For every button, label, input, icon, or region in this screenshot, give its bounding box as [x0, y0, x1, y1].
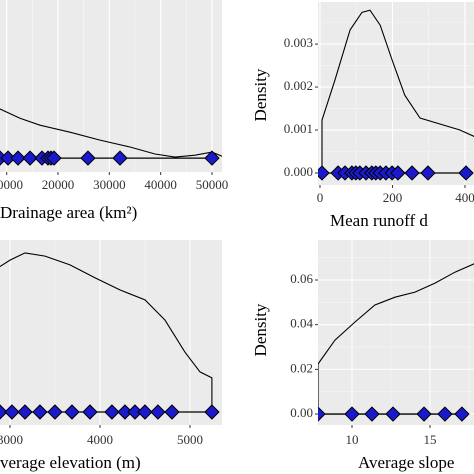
y-tick-label: 0.02 — [290, 360, 313, 375]
plot-area — [0, 240, 220, 425]
y-tick-label: 0.000 — [284, 164, 313, 179]
rug-point — [104, 404, 120, 420]
rug-point — [364, 406, 380, 422]
x-axis-label: Average slope — [358, 453, 454, 472]
x-tick-label: 40000 — [144, 177, 177, 192]
rug-point — [47, 404, 63, 420]
panel: 10000 20000 30000 40000 50000 Drainage area (… — [0, 0, 229, 222]
x-axis-label: verage elevation (m) — [0, 453, 141, 472]
rug-point — [437, 406, 453, 422]
plot-area — [318, 240, 474, 425]
rug-point — [22, 150, 38, 166]
x-tick-label: 10000 — [0, 177, 23, 192]
density-curve — [318, 263, 474, 415]
rug-point — [0, 404, 8, 420]
rug-point — [4, 404, 20, 420]
rug-point — [204, 404, 220, 420]
rug-point — [112, 150, 128, 166]
panel: 0.00 0.02 0.04 0.06 10 15 Average slope Density — [251, 240, 474, 472]
plot-background — [0, 0, 222, 172]
rug-point — [458, 165, 474, 181]
rug-point — [416, 406, 432, 422]
plot-area — [318, 2, 474, 185]
rug-point — [344, 406, 360, 422]
x-tick-label: 0 — [317, 190, 324, 205]
rug-point — [385, 406, 401, 422]
rug-point — [10, 150, 26, 166]
rug-point — [164, 404, 180, 420]
x-tick-label: 200 — [383, 190, 403, 205]
density-curve — [0, 252, 213, 412]
x-tick-label: 400 — [455, 190, 474, 205]
y-tick-label: 0.002 — [284, 78, 313, 93]
x-tick-label: 30000 — [93, 177, 126, 192]
x-tick-label: 10 — [345, 432, 358, 447]
rug-point — [454, 406, 470, 422]
plot-background — [318, 2, 474, 185]
y-tick-label: 0.003 — [284, 35, 313, 50]
rug-point — [64, 404, 80, 420]
panel: 0.000 0.001 0.002 0.003 0 200 400 Mean runoff d… — [251, 2, 474, 230]
rug-point — [32, 404, 48, 420]
plot-background — [318, 240, 474, 425]
x-tick-label: 50000 — [196, 177, 229, 192]
y-axis-label: Density — [251, 303, 270, 356]
rug-point — [80, 150, 96, 166]
y-tick-label: 0.001 — [284, 121, 313, 136]
rug-point — [420, 165, 436, 181]
rug-point — [318, 165, 330, 181]
plot-area — [0, 0, 222, 172]
plot-background — [0, 240, 222, 425]
y-axis-label: Density — [251, 68, 270, 121]
density-curve — [321, 9, 474, 173]
rug-point — [46, 150, 62, 166]
x-tick-label: 5000 — [177, 432, 203, 447]
y-tick-label: 0.04 — [290, 316, 313, 331]
x-tick-label: 15 — [423, 432, 436, 447]
rug-point — [204, 150, 220, 166]
x-tick-label: 4000 — [87, 432, 113, 447]
rug-point — [390, 165, 406, 181]
x-tick-label: 20000 — [42, 177, 75, 192]
rug-point — [318, 406, 326, 422]
x-tick-label: 3000 — [0, 432, 23, 447]
rug-point — [17, 404, 33, 420]
panel: 3000 4000 5000 verage elevation (m) — [0, 240, 222, 472]
x-axis-label: Drainage area (km²) — [0, 203, 137, 222]
density-curve — [0, 108, 222, 158]
y-tick-label: 0.00 — [290, 405, 313, 420]
y-tick-label: 0.06 — [290, 271, 313, 286]
rug-point — [404, 165, 420, 181]
rug-point — [150, 404, 166, 420]
rug-point — [82, 404, 98, 420]
x-axis-label: Mean runoff d — [330, 211, 428, 230]
rug-point — [137, 404, 153, 420]
